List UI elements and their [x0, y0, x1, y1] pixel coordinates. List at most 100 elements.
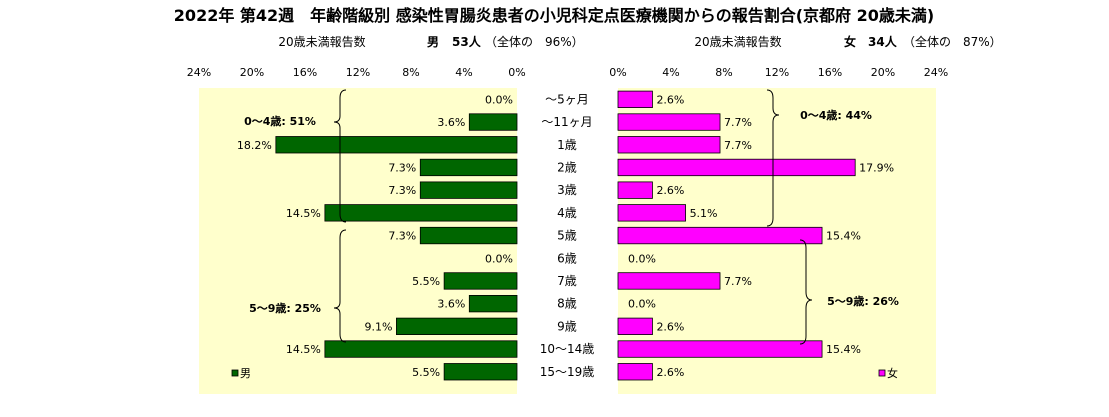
- male-value-label: 9.1%: [364, 320, 392, 333]
- category-label: 2歳: [557, 160, 577, 174]
- category-label: 8歳: [557, 297, 577, 311]
- female-value-label: 15.4%: [826, 230, 861, 243]
- left-header-gender: 男: [427, 35, 439, 49]
- left-header-count: 53人: [452, 34, 482, 49]
- category-label: 15～19歳: [540, 365, 595, 379]
- male-0-4-bracket: [333, 89, 347, 223]
- male-value-label: 7.3%: [388, 230, 416, 243]
- female-bar: [617, 272, 721, 290]
- female-bar: [617, 113, 721, 131]
- female-value-label: 2.6%: [656, 320, 684, 333]
- category-label: 1歳: [557, 138, 577, 152]
- male-bar: [419, 158, 518, 177]
- male-bar: [275, 136, 518, 154]
- female-0-4-bracket: [766, 89, 780, 227]
- category-label: 10～14歳: [540, 342, 595, 356]
- female-bar: [617, 363, 653, 381]
- chart-title: 2022年 第42週 年齢階級別 感染性胃腸炎患者の小児科定点医療機関からの報告…: [174, 6, 934, 25]
- female-value-label: 2.6%: [656, 93, 684, 106]
- right-tick-label: 12%: [765, 66, 789, 79]
- category-label: ～11ヶ月: [541, 115, 592, 129]
- male-bar: [324, 204, 518, 222]
- right-tick-label: 24%: [924, 66, 948, 79]
- left-tick-label: 0%: [508, 66, 525, 79]
- category-label: 7歳: [557, 274, 577, 288]
- male-bar: [468, 113, 518, 131]
- age-group-brackets: [333, 89, 813, 345]
- female-series: 2.6% 7.7% 7.7% 17.9% 2.6% 5.1% 15.4% 0.0% 7.7% 0.…: [617, 90, 894, 381]
- female-value-label: 0.0%: [628, 252, 656, 265]
- male-bar: [324, 340, 518, 358]
- legend-male-label: 男: [240, 367, 251, 380]
- male-5-9-bracket: [333, 229, 347, 343]
- left-tick-label: 4%: [455, 66, 472, 79]
- male-value-label: 7.3%: [388, 161, 416, 174]
- male-bar: [443, 363, 518, 381]
- left-header-share: （全体の 96%）: [485, 34, 584, 49]
- female-bar: [617, 136, 721, 154]
- male-value-label: 14.5%: [286, 207, 321, 220]
- male-series: 0.0% 3.6% 18.2% 7.3% 7.3% 14.5% 7.3% 0.0% 5.5% 3.…: [237, 93, 518, 381]
- right-tick-label: 4%: [662, 66, 679, 79]
- female-bar: [617, 90, 653, 108]
- female-value-label: 7.7%: [724, 139, 752, 152]
- female-value-label: 0.0%: [628, 298, 656, 311]
- left-tick-label: 20%: [240, 66, 264, 79]
- right-header-count: 34人: [868, 34, 898, 49]
- male-value-label: 0.0%: [485, 252, 513, 265]
- female-value-label: 2.6%: [656, 184, 684, 197]
- male-value-label: 5.5%: [412, 275, 440, 288]
- female-5-9-share: 5～9歳: 26%: [827, 294, 899, 308]
- right-header-share: （全体の 87%）: [903, 34, 1002, 49]
- female-bar: [617, 204, 686, 222]
- left-tick-label: 16%: [293, 66, 317, 79]
- female-5-9-bracket: [799, 239, 813, 345]
- male-bar: [443, 272, 518, 290]
- right-header-caption: 20歳未満報告数: [694, 34, 781, 49]
- male-value-label: 3.6%: [437, 298, 465, 311]
- category-label: 4歳: [557, 206, 577, 220]
- male-value-label: 0.0%: [485, 93, 513, 106]
- left-header-caption: 20歳未満報告数: [278, 34, 365, 49]
- female-value-label: 5.1%: [690, 207, 718, 220]
- female-bar: [617, 340, 823, 358]
- legend-female-swatch: [878, 369, 886, 377]
- female-bar: [617, 226, 823, 245]
- right-tick-label: 0%: [609, 66, 626, 79]
- male-value-label: 14.5%: [286, 343, 321, 356]
- female-value-label: 7.7%: [724, 116, 752, 129]
- category-label: 5歳: [557, 229, 577, 243]
- female-bar: [617, 158, 856, 177]
- male-value-label: 3.6%: [437, 116, 465, 129]
- female-bar: [617, 317, 653, 336]
- right-header-gender: 女: [844, 34, 856, 49]
- male-bar: [419, 226, 518, 245]
- female-value-label: 7.7%: [724, 275, 752, 288]
- female-0-4-share: 0～4歳: 44%: [800, 108, 872, 122]
- male-0-4-share: 0～4歳: 51%: [244, 114, 316, 128]
- category-label: 6歳: [557, 251, 577, 265]
- right-tick-label: 20%: [871, 66, 895, 79]
- right-tick-label: 8%: [715, 66, 732, 79]
- category-label: 9歳: [557, 319, 577, 333]
- female-bar: [617, 181, 653, 199]
- male-bar: [396, 317, 518, 336]
- legend-female-label: 女: [887, 366, 898, 380]
- right-tick-label: 16%: [818, 66, 842, 79]
- male-value-label: 7.3%: [388, 184, 416, 197]
- male-value-label: 5.5%: [412, 366, 440, 379]
- category-labels: ～5ヶ月 ～11ヶ月 1歳 2歳 3歳 4歳 5歳 6歳 7歳 8歳 9歳 10～14歳 15～19歳: [540, 92, 595, 378]
- female-value-label: 2.6%: [656, 366, 684, 379]
- axis-ticks: 24% 20% 16% 12% 8% 4% 0% 0% 4% 8% 12% 16% 20% 24%: [187, 66, 948, 79]
- male-5-9-share: 5～9歳: 25%: [249, 301, 321, 315]
- left-tick-label: 24%: [187, 66, 211, 79]
- female-value-label: 15.4%: [826, 343, 861, 356]
- male-value-label: 18.2%: [237, 139, 272, 152]
- male-bar: [419, 181, 518, 199]
- left-tick-label: 8%: [402, 66, 419, 79]
- left-tick-label: 12%: [346, 66, 370, 79]
- female-value-label: 17.9%: [859, 161, 894, 174]
- category-label: ～5ヶ月: [545, 92, 589, 106]
- male-bar: [468, 294, 518, 313]
